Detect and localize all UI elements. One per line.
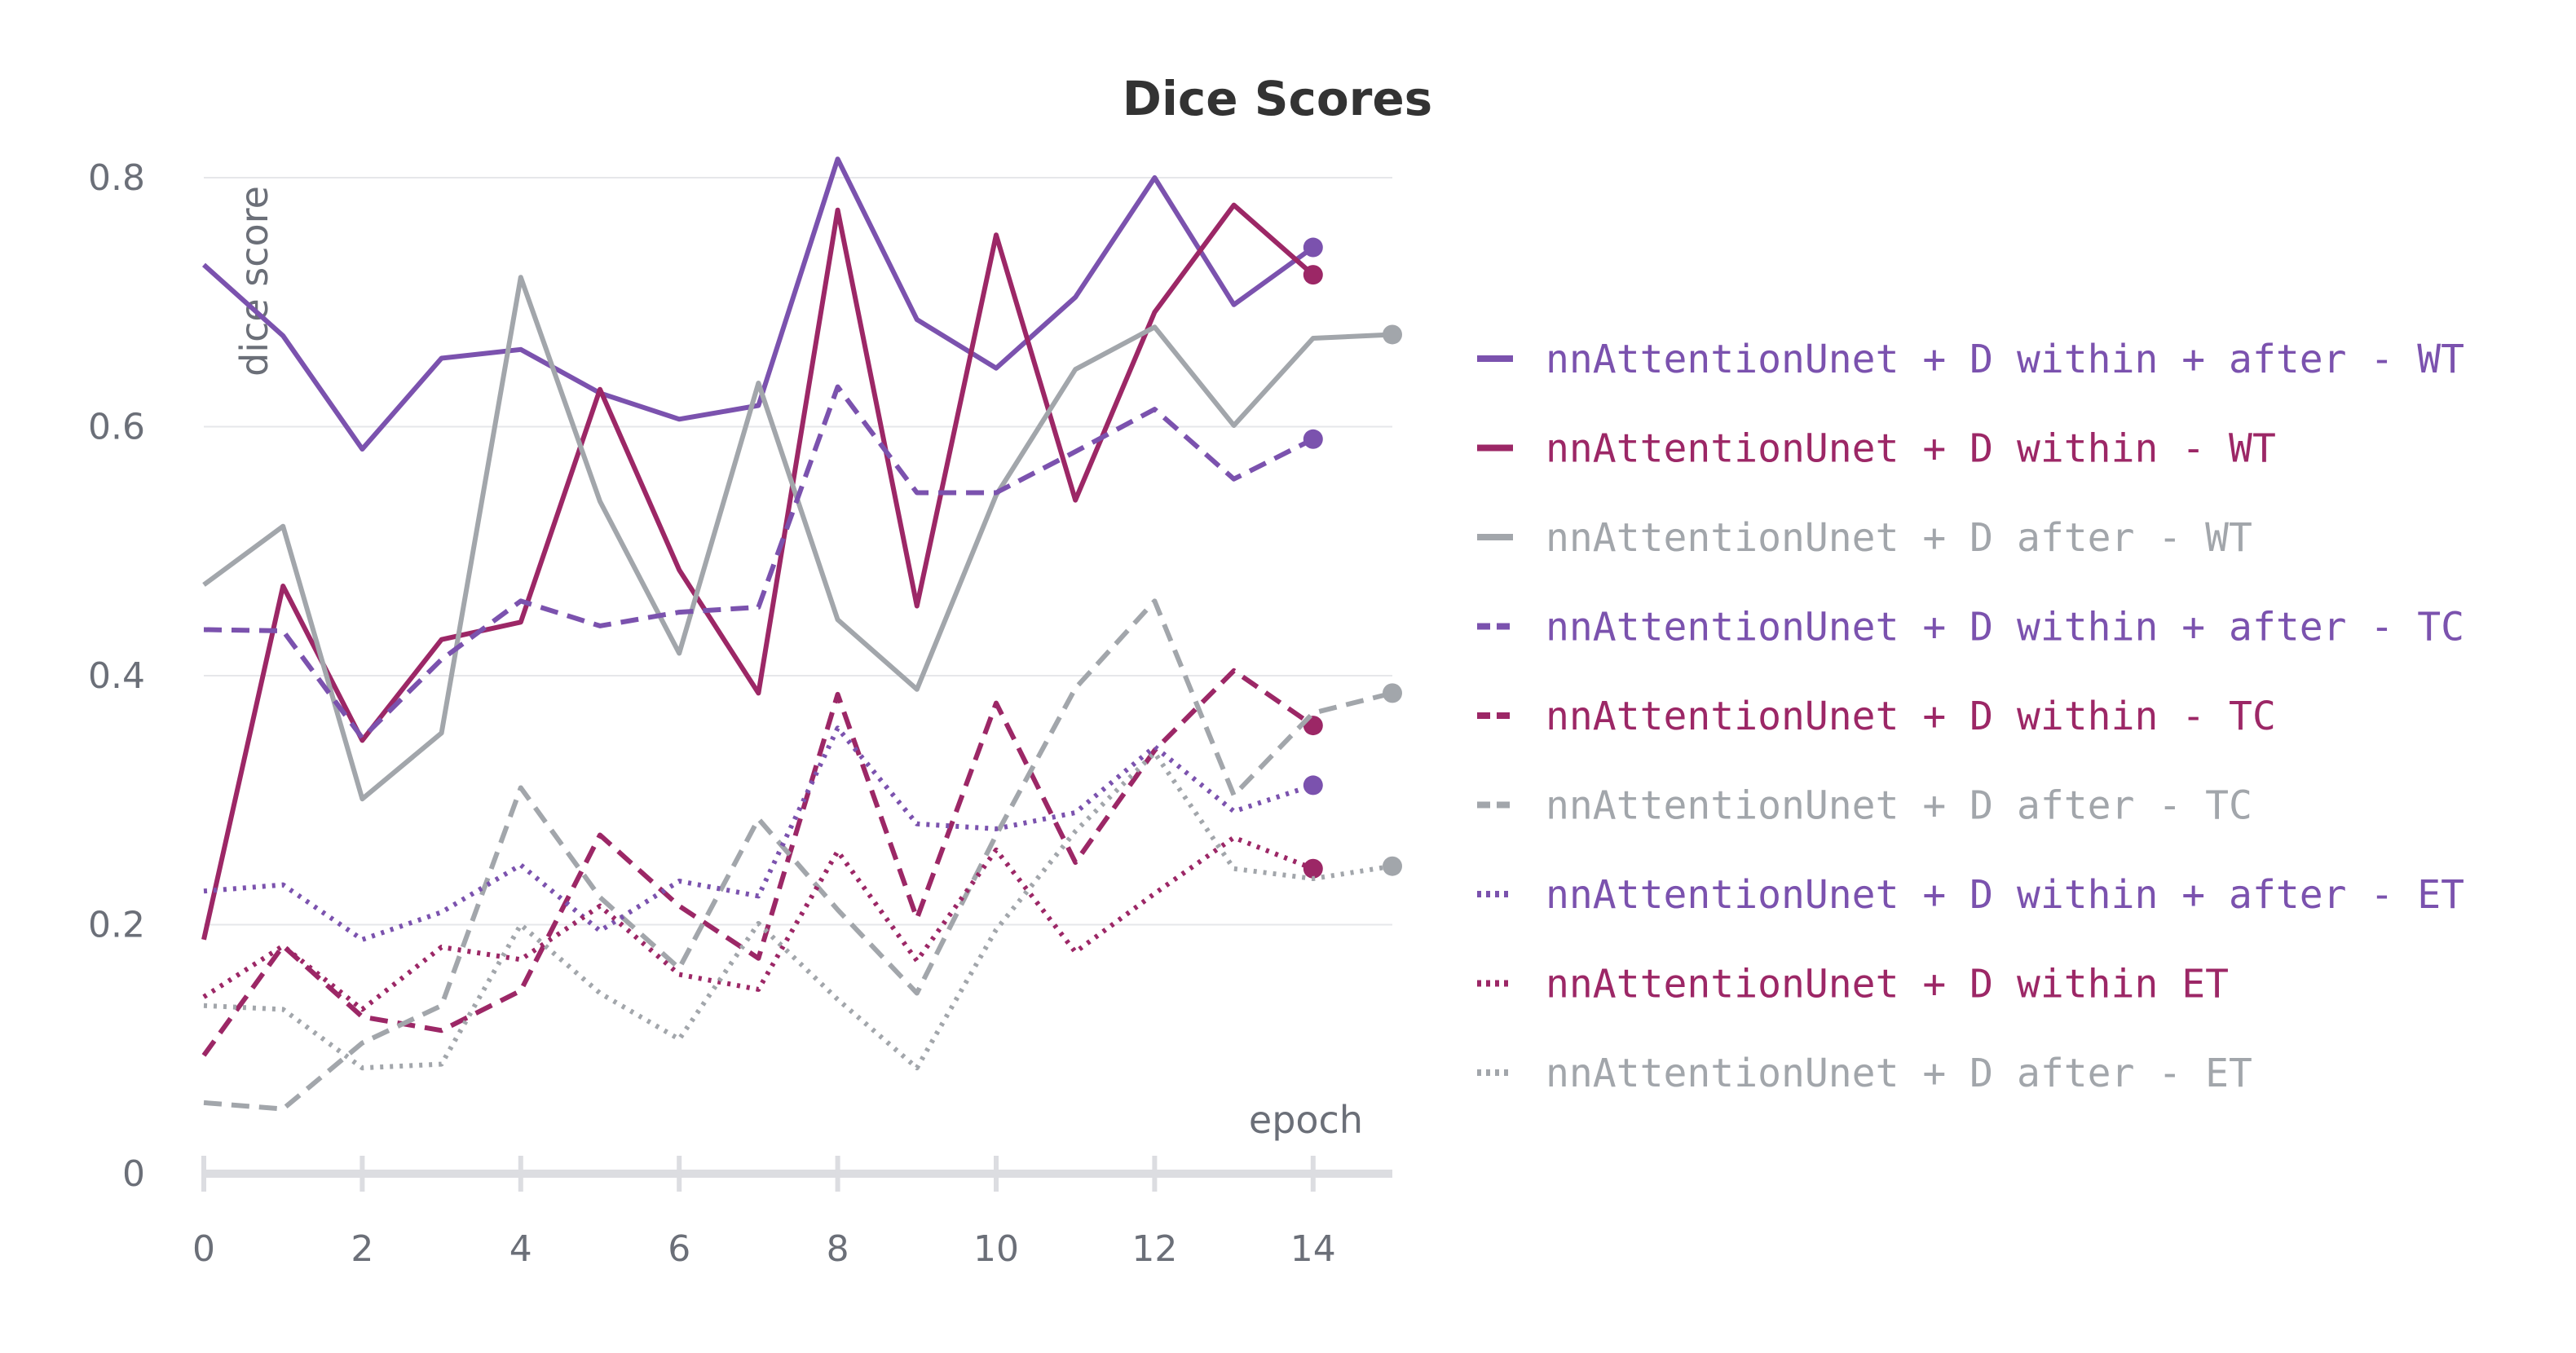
y-tick-label: 0.4: [88, 655, 145, 697]
y-axis-label: dice score: [232, 186, 276, 377]
series-line-5: [201, 668, 1315, 1057]
legend-entry[interactable]: nnAttentionUnet + D within + after - WT: [1546, 337, 2464, 382]
series-line-6: [203, 598, 1393, 1112]
gridlines: [204, 177, 1392, 926]
x-tick-label: 12: [1131, 1228, 1177, 1270]
legend-entry[interactable]: nnAttentionUnet + D after - ET: [1546, 1051, 2252, 1096]
x-tick-label: 0: [192, 1228, 215, 1270]
series-end-point-1: [1303, 237, 1323, 258]
legend-entry[interactable]: nnAttentionUnet + D after - WT: [1546, 515, 2252, 561]
y-tick-label: 0: [122, 1153, 145, 1195]
series-line-9: [203, 750, 1393, 1071]
series-end-point-2: [1303, 265, 1323, 285]
chart-title: Dice Scores: [1123, 71, 1432, 126]
series-lines: [201, 156, 1402, 1112]
y-axis-ticks: 0 0.2 0.4 0.6 0.8: [88, 157, 145, 1195]
series-end-point-7: [1303, 775, 1323, 795]
x-tick-label: 2: [351, 1228, 373, 1270]
series-end-point-3: [1383, 324, 1402, 345]
series-end-point-8: [1303, 858, 1323, 879]
y-tick-label: 0.2: [88, 905, 145, 946]
x-axis: 0 2 4 6 8 10 12 14: [192, 1156, 1392, 1270]
y-tick-label: 0.6: [88, 407, 145, 448]
x-tick-label: 6: [668, 1228, 690, 1270]
series-end-point-6: [1383, 683, 1402, 703]
legend-entry[interactable]: nnAttentionUnet + D within - TC: [1546, 694, 2276, 739]
legend-entry[interactable]: nnAttentionUnet + D within + after - TC: [1546, 605, 2464, 650]
legend-entry[interactable]: nnAttentionUnet + D within ET: [1546, 962, 2229, 1007]
x-tick-label: 8: [827, 1228, 849, 1270]
series-line-4: [203, 384, 1315, 741]
legend[interactable]: nnAttentionUnet + D within + after - WT n…: [1477, 337, 2464, 1096]
legend-entry[interactable]: nnAttentionUnet + D after - TC: [1546, 783, 2252, 829]
legend-entry[interactable]: nnAttentionUnet + D within - WT: [1546, 426, 2276, 472]
legend-entry[interactable]: nnAttentionUnet + D within + after - ET: [1546, 872, 2464, 918]
series-line-7: [203, 725, 1314, 942]
x-tick-label: 10: [973, 1228, 1019, 1270]
series-line-8: [202, 835, 1314, 1012]
y-tick-label: 0.8: [88, 157, 145, 199]
series-line-1: [201, 156, 1315, 452]
series-end-point-4: [1303, 429, 1323, 449]
series-line-2: [201, 202, 1315, 941]
x-tick-label: 14: [1290, 1228, 1336, 1270]
x-axis-label: epoch: [1249, 1098, 1363, 1142]
series-end-point-9: [1383, 856, 1402, 876]
x-tick-label: 4: [509, 1228, 532, 1270]
